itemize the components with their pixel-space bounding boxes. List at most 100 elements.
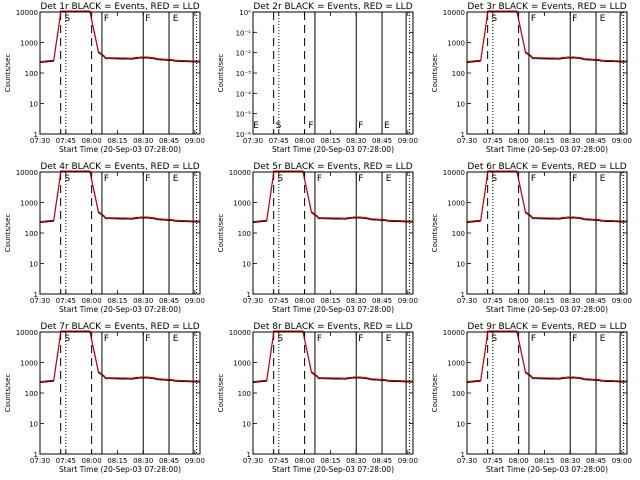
x-axis-label: Start Time (20-Sep-03 07:28:00) [59,465,181,474]
y-tick-label: 10⁻³ [236,70,252,78]
x-axis-label: Start Time (20-Sep-03 07:28:00) [272,465,394,474]
y-tick-label: 1 [34,131,38,139]
y-tick-label: 1000 [447,200,465,208]
y-tick-label: 10000 [229,329,251,337]
x-tick-label: 09:00 [398,137,418,145]
x-tick-label: 08:45 [159,457,179,465]
series-line-lld [39,330,200,383]
x-tick-label: 08:15 [107,457,127,465]
x-tick-label: 07:45 [56,297,76,305]
event-marker-label: F [145,14,150,24]
event-marker-label: F [572,334,577,344]
x-tick-label: 08:30 [560,137,580,145]
event-marker-label: S [491,174,497,184]
y-tick-label: 10⁰ [239,9,251,17]
x-tick-label: 08:30 [560,297,580,305]
y-tick-label: 10000 [16,9,38,17]
x-axis-label: Start Time (20-Sep-03 07:28:00) [272,305,394,314]
event-marker-label: S [64,334,70,344]
chart-title: Det 2r BLACK = Events, RED = LLD [253,2,412,12]
event-marker-label: F [531,334,536,344]
y-tick-label: 10000 [443,169,465,177]
event-marker-label: E [600,174,606,184]
chart-panel-3: Det 3r BLACK = Events, RED = LLD 1 10 100 10… [431,2,632,154]
x-tick-label: 08:30 [560,457,580,465]
x-axis-label: Start Time (20-Sep-03 07:28:00) [59,145,181,154]
y-tick-label: 1 [34,291,38,299]
chart-panel-2: Det 2r BLACK = Events, RED = LLD 10⁻⁶ 10⁻⁵… [217,2,418,154]
plot-frame [252,171,414,295]
y-axis-label: Counts/sec [217,374,225,413]
y-tick-label: 10 [242,421,251,429]
x-tick-label: 07:45 [483,297,503,305]
event-marker-label: F [358,334,363,344]
x-tick-label: 08:45 [586,137,606,145]
x-tick-label: 08:45 [372,137,392,145]
x-axis-label: Start Time (20-Sep-03 07:28:00) [486,305,608,314]
x-tick-label: 08:45 [372,297,392,305]
y-tick-label: 10000 [443,329,465,337]
chart-panel-4: Det 4r BLACK = Events, RED = LLD 1 10 100 10… [4,162,205,314]
y-tick-label: 10 [29,101,38,109]
x-tick-label: 08:00 [295,457,315,465]
x-tick-label: 08:00 [295,297,315,305]
x-tick-label: 07:30 [30,137,50,145]
y-tick-label: 10⁻⁴ [236,90,252,98]
x-tick-label: 09:00 [612,457,632,465]
chart-title: Det 5r BLACK = Events, RED = LLD [253,162,412,172]
x-tick-label: 08:30 [133,457,153,465]
x-tick-label: 09:00 [398,457,418,465]
x-tick-label: 07:30 [243,297,263,305]
y-tick-label: 1 [461,291,465,299]
x-tick-label: 07:45 [56,457,76,465]
chart-panel-7: Det 7r BLACK = Events, RED = LLD 1 10 100 10… [4,322,205,474]
x-tick-label: 07:30 [457,137,477,145]
x-tick-label: 08:15 [534,297,554,305]
chart-title: Det 3r BLACK = Events, RED = LLD [467,2,626,12]
x-axis-label: Start Time (20-Sep-03 07:28:00) [486,465,608,474]
y-tick-label: 10⁻² [236,50,252,58]
y-tick-label: 10 [456,421,465,429]
event-marker-label: F [145,334,150,344]
x-tick-label: 07:45 [483,137,503,145]
y-tick-label: 100 [452,230,465,238]
x-axis-label: Start Time (20-Sep-03 07:28:00) [486,145,608,154]
event-marker-label: F [531,174,536,184]
y-tick-label: 10 [456,261,465,269]
y-tick-label: 100 [452,390,465,398]
plot-frame [39,171,201,295]
x-tick-label: 08:30 [346,137,366,145]
plot-frame [466,331,628,455]
y-axis-label: Counts/sec [4,374,12,413]
event-marker-label: S [277,174,283,184]
series-line-lld [466,170,627,223]
x-tick-label: 07:30 [457,297,477,305]
event-marker-label: F [104,334,109,344]
x-tick-label: 07:30 [243,137,263,145]
plot-frame [466,11,628,135]
x-tick-label: 07:30 [457,457,477,465]
x-tick-label: 08:00 [509,457,529,465]
y-tick-label: 1000 [233,200,251,208]
x-tick-label: 08:15 [107,137,127,145]
event-marker-label: E [173,14,179,24]
x-tick-label: 07:30 [243,457,263,465]
x-tick-label: 08:45 [159,297,179,305]
x-tick-label: 09:00 [185,457,205,465]
x-tick-label: 07:45 [269,297,289,305]
event-marker-label: S [277,334,283,344]
event-marker-label: E [384,121,390,131]
y-tick-label: 1000 [447,360,465,368]
x-tick-label: 08:15 [534,457,554,465]
event-marker-label: E [253,121,259,131]
chart-panel-9: Det 9r BLACK = Events, RED = LLD 1 10 100 10… [431,322,632,474]
y-tick-label: 100 [25,230,38,238]
x-tick-label: 08:00 [82,297,102,305]
y-axis-label: Counts/sec [4,54,12,93]
y-tick-label: 10 [29,421,38,429]
y-tick-label: 10000 [443,9,465,17]
event-marker-label: S [64,14,70,24]
y-tick-label: 1000 [447,40,465,48]
event-marker-label: F [104,174,109,184]
